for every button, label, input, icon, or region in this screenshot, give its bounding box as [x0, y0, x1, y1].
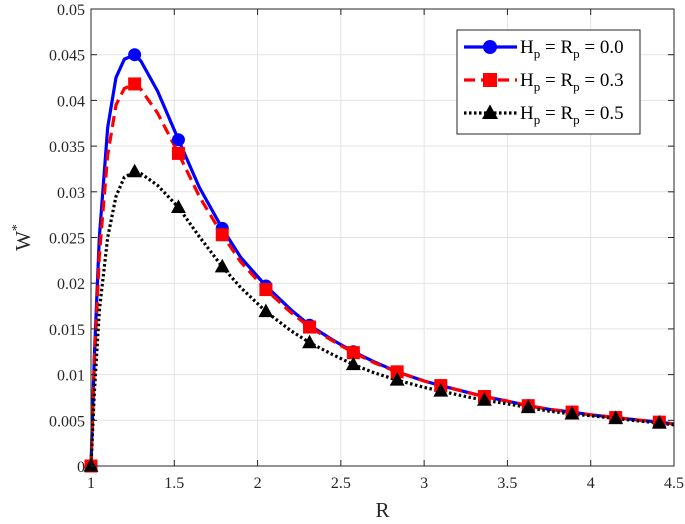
- data-point-series-3: [608, 410, 624, 425]
- y-tick-label: 0.04: [57, 93, 85, 110]
- legend-label-1: Hp = Rp = 0.0: [520, 37, 624, 61]
- y-tick-label: 0.005: [49, 413, 85, 430]
- data-point-series-2: [171, 146, 185, 160]
- series-lines: [89, 53, 675, 467]
- x-tick-labels: 1 1.5 2 2.5 3 3.5 4 4.5: [87, 475, 684, 492]
- legend-label-part: H: [520, 70, 534, 91]
- x-tick-label: 2: [254, 475, 262, 492]
- x-tick-label: 3.5: [497, 475, 517, 492]
- data-point-series-3: [520, 399, 536, 414]
- y-tick-label: 0.02: [57, 276, 85, 293]
- legend-label-part: p: [573, 79, 580, 94]
- legend-label-2: Hp = Rp = 0.3: [520, 70, 624, 94]
- legend-label-part: p: [534, 46, 541, 61]
- legend-label-part: = 0.0: [580, 37, 624, 58]
- x-tick-label: 4.5: [664, 475, 684, 492]
- data-point-series-3: [476, 392, 492, 406]
- y-tick-label: 0.025: [49, 231, 85, 248]
- y-tick-labels: 0 0.005 0.01 0.015 0.02 0.025 0.03 0.035 0.04 0.0…: [49, 2, 85, 476]
- legend-label-part: p: [573, 46, 580, 61]
- legend-label-part: p: [534, 79, 541, 94]
- legend-label-part: = R: [540, 37, 573, 58]
- legend-label-part: p: [573, 112, 580, 127]
- legend-marker-1: [483, 40, 497, 54]
- y-axis-label-superscript: *: [10, 224, 25, 231]
- data-point-series-3: [345, 356, 361, 371]
- legend-label-part: = R: [540, 103, 573, 124]
- data-point-series-2: [303, 320, 317, 334]
- legend-label-part: p: [534, 112, 541, 127]
- x-tick-label: 1: [87, 475, 95, 492]
- data-point-series-3: [564, 405, 580, 420]
- series-line-3: [89, 170, 675, 467]
- y-axis-label: W*: [10, 224, 35, 251]
- legend-label-part: = 0.5: [580, 103, 624, 124]
- x-tick-label: 3: [420, 475, 428, 492]
- series-line-2: [89, 82, 675, 467]
- series-markers: [83, 48, 667, 473]
- y-tick-label: 0.03: [57, 185, 85, 202]
- legend: Hp = Rp = 0.0Hp = Rp = 0.3Hp = Rp = 0.5: [456, 29, 641, 135]
- y-tick-label: 0: [77, 459, 85, 476]
- legend-marker-2: [483, 73, 497, 87]
- legend-label-part: = 0.3: [580, 70, 624, 91]
- x-tick-label: 2.5: [331, 475, 351, 492]
- y-tick-label: 0.045: [49, 48, 85, 65]
- legend-label-part: H: [520, 37, 534, 58]
- x-tick-label: 1.5: [164, 475, 184, 492]
- legend-label-part: H: [520, 103, 534, 124]
- data-point-series-3: [651, 415, 667, 429]
- x-axis-label: R: [375, 498, 389, 522]
- y-tick-label: 0.015: [49, 322, 85, 339]
- data-point-series-1: [128, 48, 142, 62]
- legend-label-part: = R: [540, 70, 573, 91]
- data-point-series-2: [215, 228, 229, 242]
- legend-label-3: Hp = Rp = 0.5: [520, 103, 624, 127]
- y-axis-label-base: W: [11, 231, 35, 251]
- data-point-series-3: [214, 258, 230, 273]
- axis-ticks: [90, 8, 675, 467]
- y-tick-label: 0.035: [49, 139, 85, 156]
- x-tick-label: 4: [587, 475, 595, 492]
- data-point-series-2: [128, 77, 142, 91]
- y-tick-label: 0.05: [57, 2, 85, 19]
- data-point-series-3: [302, 334, 317, 349]
- data-point-series-3: [433, 383, 449, 397]
- data-point-series-3: [171, 199, 186, 213]
- data-point-series-3: [127, 163, 143, 178]
- data-point-series-3: [258, 303, 274, 318]
- data-point-series-1: [171, 133, 185, 147]
- legend-marker-3: [482, 104, 498, 120]
- y-tick-label: 0.01: [57, 368, 85, 385]
- data-point-series-2: [259, 283, 273, 297]
- data-point-series-3: [389, 372, 405, 386]
